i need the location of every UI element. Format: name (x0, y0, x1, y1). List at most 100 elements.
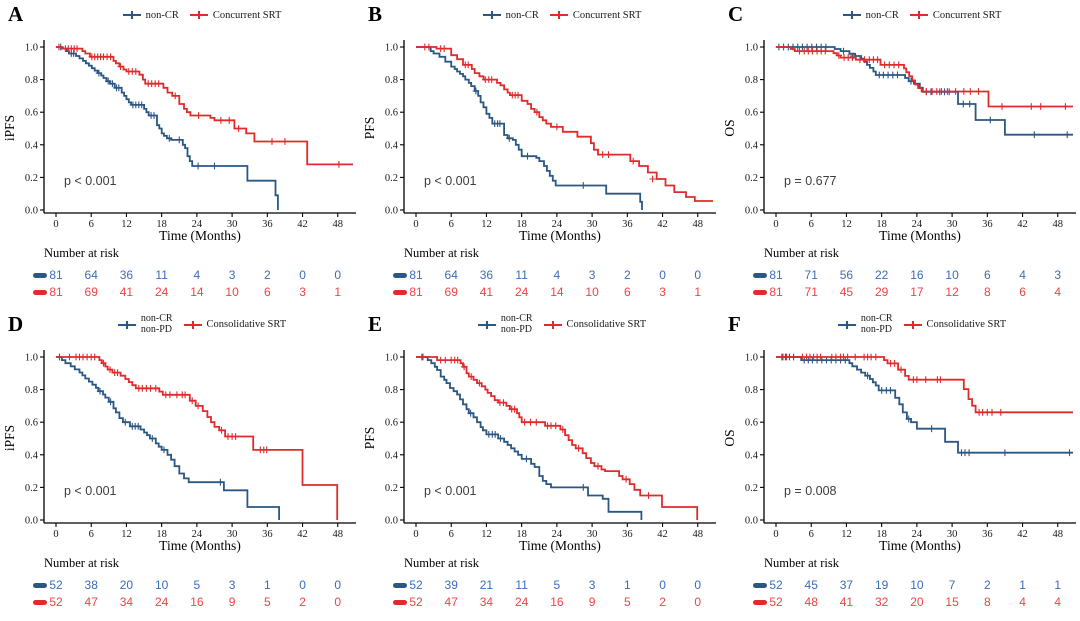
risk-count: 38 (84, 578, 98, 592)
legend: non-CR non-PD Consolidative SRT (408, 313, 714, 335)
risk-count: 47 (444, 595, 458, 609)
x-tick-label: 24 (192, 219, 203, 230)
x-tick-label: 42 (297, 219, 308, 230)
risk-row-marker-icon (753, 273, 767, 278)
risk-count: 2 (659, 595, 666, 609)
risk-count: 69 (84, 285, 98, 299)
panel-letter: A (8, 2, 24, 26)
km-curve (56, 46, 279, 210)
risk-count: 2 (263, 268, 271, 282)
x-tick-label: 36 (982, 529, 993, 540)
legend-label: Concurrent SRT (212, 9, 282, 21)
risk-count: 81 (769, 285, 783, 299)
km-plot-svg: 0 6 12 18 24 30 36 42 48 1.0 0.8 0.6 0.4 0.2 0.0 OS Time… (722, 350, 1076, 553)
y-axis-title: PFS (362, 117, 377, 140)
legend-label: Consolidative SRT (566, 319, 647, 330)
y-tick-label: 0.4 (385, 140, 399, 151)
risk-count: 47 (84, 595, 98, 609)
y-axis-title: iPFS (2, 115, 17, 141)
x-tick-label: 18 (156, 219, 167, 230)
x-tick-label: 30 (227, 529, 238, 540)
legend-label: non-CR non-PD (140, 313, 173, 335)
y-tick-label: 0.8 (745, 385, 758, 396)
km-curve (776, 356, 1073, 414)
risk-count: 36 (119, 268, 134, 282)
risk-count: 52 (49, 595, 63, 609)
risk-count: 64 (84, 268, 98, 282)
x-tick-label: 30 (587, 219, 598, 230)
legend-label-line: non-CR (140, 313, 173, 324)
legend-label-line: non-CR (500, 313, 533, 324)
x-tick-label: 0 (53, 219, 58, 230)
panel-letter: F (728, 312, 741, 336)
risk-count: 20 (119, 578, 134, 592)
legend-label: non-CR (865, 9, 899, 21)
risk-count: 21 (479, 578, 494, 592)
y-tick-label: 0.4 (25, 450, 39, 461)
y-tick-label: 0.6 (25, 418, 38, 429)
risk-table-header: Number at risk (44, 556, 119, 570)
x-tick-label: 48 (693, 529, 704, 540)
risk-count: 32 (874, 595, 889, 609)
censor-marks (779, 353, 1004, 416)
y-tick-label: 0.0 (745, 206, 758, 217)
risk-row-marker-icon (393, 273, 407, 278)
x-axis-title: Time (Months) (159, 228, 241, 243)
risk-count: 4 (553, 268, 561, 282)
risk-count: 6 (983, 268, 991, 282)
km-curve (416, 356, 699, 520)
risk-count: 10 (225, 285, 239, 299)
x-tick-label: 18 (876, 219, 887, 230)
legend-label: non-CR non-PD (500, 313, 533, 335)
x-tick-label: 12 (481, 219, 492, 230)
x-tick-label: 18 (516, 529, 527, 540)
legend-item: non-CR (841, 9, 899, 21)
p-value: p < 0.001 (424, 174, 477, 188)
legend-label-line: non-PD (140, 323, 172, 335)
x-tick-label: 36 (622, 529, 633, 540)
censor-marks (419, 353, 652, 499)
x-tick-label: 30 (587, 529, 598, 540)
x-tick-label: 48 (333, 529, 344, 540)
x-tick-label: 12 (121, 219, 132, 230)
legend-item: Consolidative SRT (902, 319, 1006, 331)
p-value: p = 0.677 (784, 174, 837, 188)
risk-count: 11 (155, 268, 168, 282)
x-tick-label: 6 (89, 219, 94, 230)
x-tick-label: 48 (1053, 219, 1064, 230)
risk-count: 41 (479, 285, 494, 299)
panel-letter: E (368, 312, 383, 336)
risk-count: 64 (444, 268, 458, 282)
risk-count: 4 (193, 268, 201, 282)
risk-row-marker-icon (753, 583, 767, 588)
panel-letter: B (368, 2, 383, 26)
risk-count: 0 (694, 595, 702, 609)
risk-count: 4 (1054, 595, 1062, 609)
y-tick-label: 0.8 (25, 385, 38, 396)
x-tick-label: 12 (841, 529, 852, 540)
risk-count: 52 (49, 578, 63, 592)
legend-line-cross-icon (543, 320, 562, 329)
legend-item: non-CR (121, 9, 179, 21)
y-tick-label: 1.0 (385, 43, 398, 54)
risk-count: 52 (409, 578, 423, 592)
risk-table-header: Number at risk (44, 246, 119, 260)
risk-count: 45 (839, 285, 854, 299)
risk-count: 1 (263, 578, 271, 592)
legend-item: non-CR (481, 9, 539, 21)
x-tick-label: 36 (982, 219, 993, 230)
x-tick-label: 42 (1017, 219, 1028, 230)
censor-marks (418, 353, 587, 491)
risk-count: 22 (874, 268, 889, 282)
risk-count: 17 (910, 285, 924, 299)
risk-row: 81 71 56 22 16 10 6 4 3 (720, 267, 1080, 283)
x-tick-label: 0 (773, 219, 778, 230)
risk-count: 1 (623, 578, 631, 592)
risk-count: 45 (804, 578, 818, 592)
y-tick-label: 0.8 (745, 75, 758, 86)
legend-item: Concurrent SRT (188, 9, 282, 21)
legend-line-cross-icon (837, 320, 856, 329)
